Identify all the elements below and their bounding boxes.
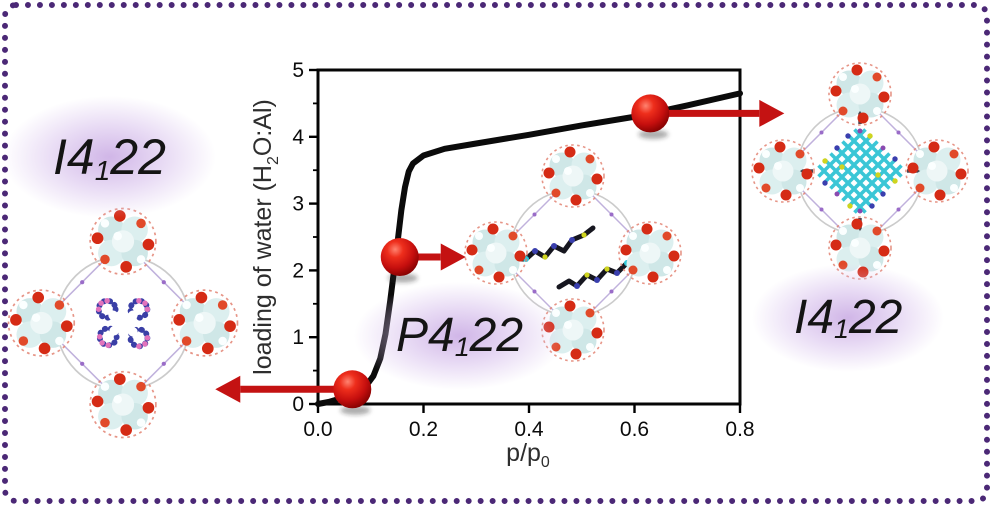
- phase-sub: 1: [834, 314, 849, 345]
- sphere-shadow: [638, 129, 669, 139]
- phase-sub: 1: [94, 154, 111, 186]
- label-phase-right: I4122: [751, 264, 945, 372]
- markers-layer: [215, 94, 785, 415]
- metal-cluster: [828, 62, 892, 126]
- metal-cluster: [618, 221, 682, 285]
- y-tick-label: 2: [292, 259, 304, 282]
- metal-cluster: [905, 139, 969, 203]
- phase-text: 22: [469, 309, 524, 362]
- data-point-sphere: [380, 238, 419, 277]
- x-tick-label: 0.0: [303, 418, 332, 441]
- y-axis: 0 1 2 3 4 5: [292, 59, 318, 416]
- crystal-structure-empty: [7, 207, 239, 439]
- metal-cluster: [89, 207, 157, 276]
- x-axis: 0.0 0.2 0.4 0.6 0.8: [303, 404, 755, 441]
- y-tick-label: 5: [292, 59, 304, 82]
- x-tick-label: 0.8: [725, 418, 754, 441]
- phase-text: 22: [848, 291, 903, 344]
- metal-cluster: [751, 139, 815, 203]
- y-tick-label: 0: [292, 393, 304, 416]
- y-tick-label: 1: [292, 326, 304, 349]
- metal-cluster: [464, 221, 528, 285]
- arrow-head: [440, 243, 466, 271]
- y-axis-label: loading of water (H2O:Al): [249, 99, 282, 375]
- linker-ring: [55, 255, 191, 391]
- data-point-sphere: [631, 94, 670, 133]
- metal-cluster: [170, 289, 239, 357]
- sphere-shadow: [340, 405, 371, 415]
- phase-text: 22: [110, 129, 166, 185]
- metal-cluster: [541, 144, 605, 208]
- phase-sub: 1: [454, 332, 470, 363]
- arrow-head: [215, 375, 241, 403]
- water-chains: [508, 225, 650, 290]
- guest-molecules: [95, 297, 151, 350]
- sphere-shadow: [387, 273, 418, 283]
- y-tick-label: 4: [292, 126, 304, 149]
- phase-text: I4: [53, 129, 95, 185]
- arrow-head: [759, 99, 785, 127]
- x-tick-label: 0.4: [514, 418, 544, 441]
- label-phase-middle: P4122: [353, 282, 566, 390]
- x-axis-label: p/p0: [506, 439, 550, 471]
- phase-text: I4: [794, 291, 835, 344]
- crystal-structure-filled: [751, 62, 969, 280]
- y-tick-label: 3: [292, 193, 304, 216]
- x-tick-label: 0.2: [409, 418, 438, 441]
- x-tick-label: 0.6: [620, 418, 649, 441]
- metal-cluster: [7, 289, 76, 357]
- phase-text: P4: [396, 309, 455, 362]
- label-phase-left: I4122: [3, 96, 216, 218]
- metal-cluster: [89, 370, 157, 439]
